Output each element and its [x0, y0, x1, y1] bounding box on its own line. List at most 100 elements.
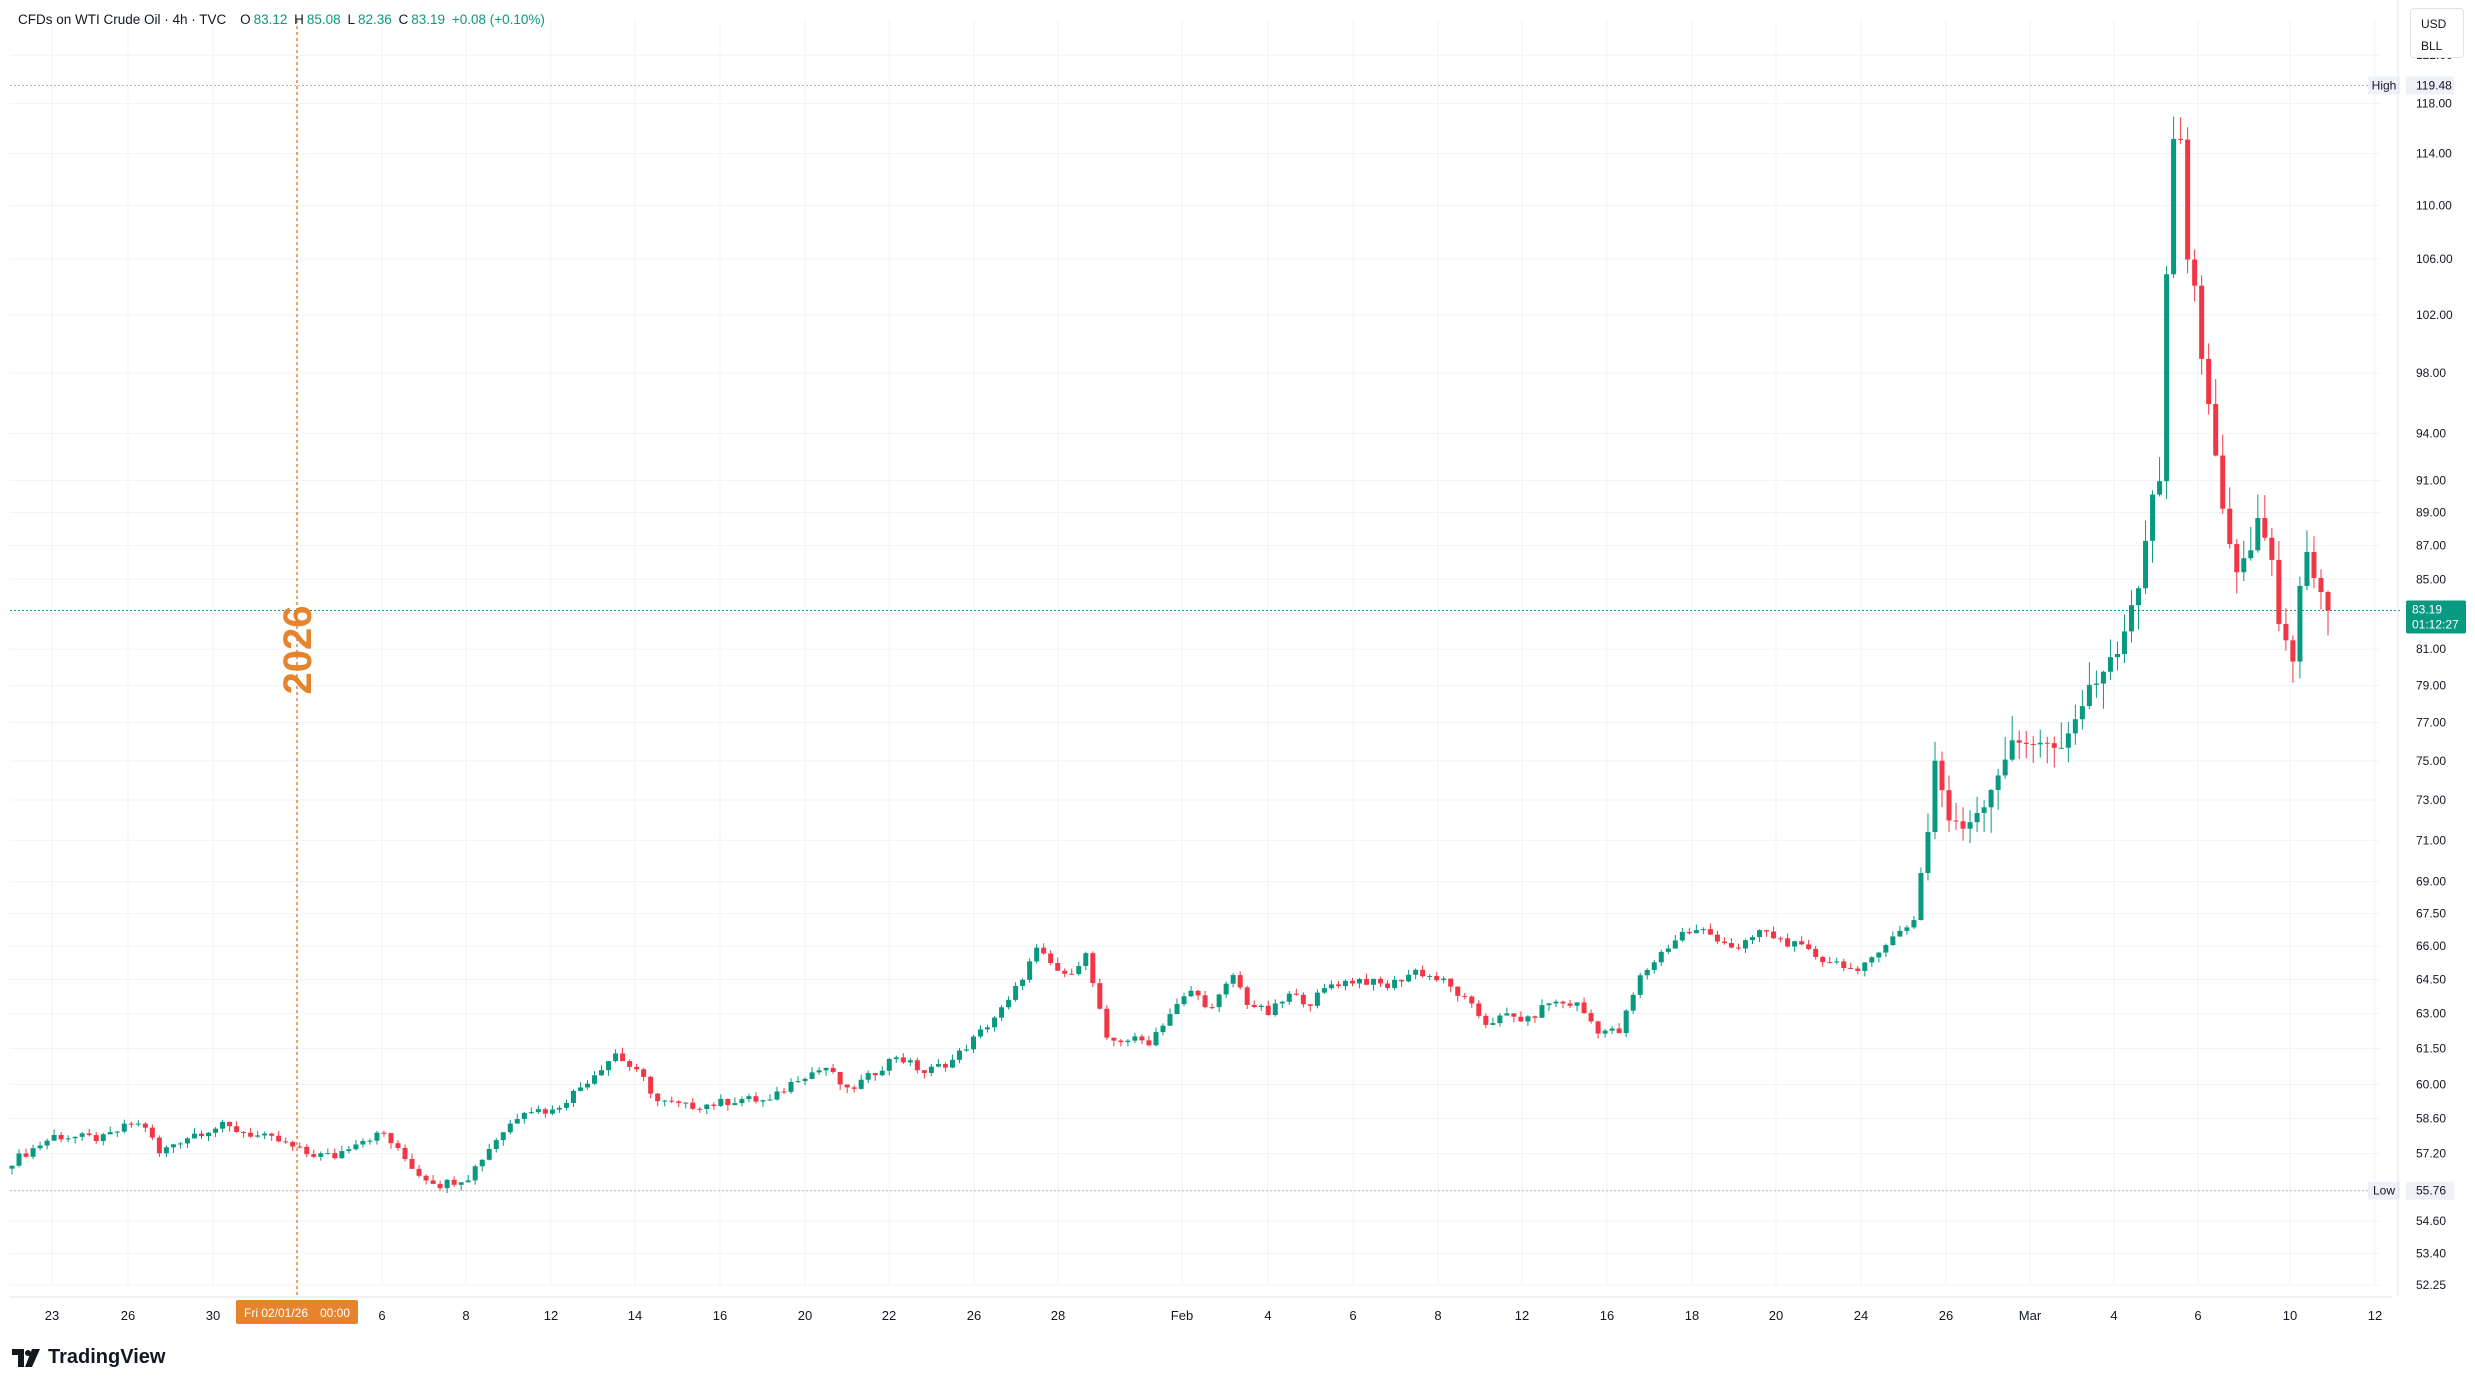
candle-body: [170, 1144, 176, 1148]
candle-body: [886, 1059, 892, 1071]
candle-body: [613, 1053, 619, 1062]
candle-body: [149, 1127, 155, 1138]
unit-label: BLL: [2421, 39, 2443, 53]
tradingview-logo[interactable]: TradingView: [12, 1346, 165, 1369]
candle-body: [781, 1091, 787, 1093]
x-tick-label: 6: [1349, 1308, 1356, 1323]
candle-body: [1995, 775, 2001, 790]
low-value-bg: [2406, 1181, 2454, 1200]
candle-body: [1841, 961, 1847, 968]
candle-body: [528, 1112, 534, 1114]
low-label-bg: [2368, 1181, 2400, 1200]
candle-body: [1834, 961, 1840, 963]
candle-body: [1055, 963, 1061, 971]
candle-body: [1146, 1040, 1152, 1046]
candle-body: [1539, 1005, 1545, 1018]
y-tick-label: 52.25: [2416, 1278, 2446, 1292]
candle-body: [1090, 953, 1096, 984]
candle-body: [753, 1096, 759, 1102]
candle-body: [184, 1138, 190, 1144]
candle-body: [1111, 1037, 1117, 1041]
x-tick-label: 16: [1600, 1308, 1614, 1323]
candle-body: [1806, 944, 1812, 949]
candle-body: [107, 1132, 113, 1135]
candle-body: [1209, 1007, 1215, 1009]
candle-body: [2185, 139, 2191, 260]
crosshair-date-bg: [236, 1300, 358, 1324]
x-tick-label: 10: [2283, 1308, 2297, 1323]
candle-body: [2171, 138, 2177, 275]
candle-body: [458, 1182, 464, 1185]
candle-body: [1251, 1004, 1257, 1007]
candle-body: [521, 1112, 527, 1120]
candle-body: [93, 1135, 99, 1142]
candle-body: [1778, 938, 1784, 940]
y-tick-label: 85.00: [2416, 572, 2446, 586]
candle-body: [1300, 994, 1306, 1005]
candle-body: [2304, 551, 2310, 586]
x-tick-label: 12: [544, 1308, 558, 1323]
candle-body: [353, 1144, 359, 1150]
candle-body: [1820, 957, 1826, 963]
candle-body: [1932, 760, 1938, 833]
candle-body: [227, 1121, 233, 1127]
candle-body: [1427, 975, 1433, 977]
symbol-title[interactable]: CFDs on WTI Crude Oil · 4h · TVC: [18, 12, 227, 27]
candle-body: [1406, 974, 1412, 982]
candle-body: [1602, 1030, 1608, 1034]
candle-body: [795, 1081, 801, 1083]
candle-body: [1855, 968, 1861, 971]
candle-body: [2030, 743, 2036, 745]
candle-body: [1272, 1003, 1278, 1016]
candle-body: [1918, 873, 1924, 921]
candle-body: [1469, 996, 1475, 1004]
candle-body: [156, 1137, 162, 1154]
candle-body: [1279, 1001, 1285, 1004]
candle-body: [704, 1104, 710, 1109]
y-tick-label: 77.00: [2416, 716, 2446, 730]
candle-body: [1041, 947, 1047, 954]
candle-body: [599, 1070, 605, 1076]
candle-body: [1953, 820, 1959, 822]
candle-body: [1335, 984, 1341, 987]
candle-body: [1574, 1002, 1580, 1006]
candle-body: [2262, 518, 2268, 538]
candle-body: [1658, 951, 1664, 963]
candle-body: [1925, 832, 1931, 874]
candle-body: [2164, 274, 2170, 482]
candle-body: [1714, 934, 1720, 942]
candle-body: [2121, 631, 2127, 654]
x-tick-label: 8: [462, 1308, 469, 1323]
candle-body: [1750, 937, 1756, 941]
candle-body: [2248, 550, 2254, 559]
grid: [10, 20, 2380, 1286]
candle-body: [514, 1119, 520, 1124]
candle-body: [262, 1133, 268, 1136]
low-label: Low: [2373, 1184, 2395, 1198]
currency-unit-button[interactable]: USD BLL: [2410, 8, 2464, 58]
x-tick-label: 26: [121, 1308, 135, 1323]
candle-body: [1672, 940, 1678, 949]
event-marker: 2026 Fri 02/01/26 00:00: [236, 20, 358, 1324]
last-price-countdown: 01:12:27: [2412, 618, 2459, 632]
candle-body: [1476, 1003, 1482, 1016]
candle-body: [634, 1066, 640, 1070]
candle-body: [1434, 975, 1440, 981]
candle-body: [1651, 962, 1657, 970]
candle-body: [648, 1076, 654, 1094]
candle-body: [655, 1093, 661, 1102]
candle-body: [2290, 640, 2296, 662]
x-tick-label: 22: [882, 1308, 896, 1323]
x-tick-label: 24: [1854, 1308, 1868, 1323]
candle-body: [1813, 948, 1819, 958]
candle-body: [2023, 742, 2029, 744]
candle-body: [44, 1140, 50, 1146]
low-key: L: [347, 12, 355, 27]
candle-body: [1890, 936, 1896, 946]
low-value: 82.36: [357, 12, 392, 27]
candle-body: [1946, 790, 1952, 821]
candle-body: [472, 1166, 478, 1181]
candle-body: [2255, 518, 2261, 551]
